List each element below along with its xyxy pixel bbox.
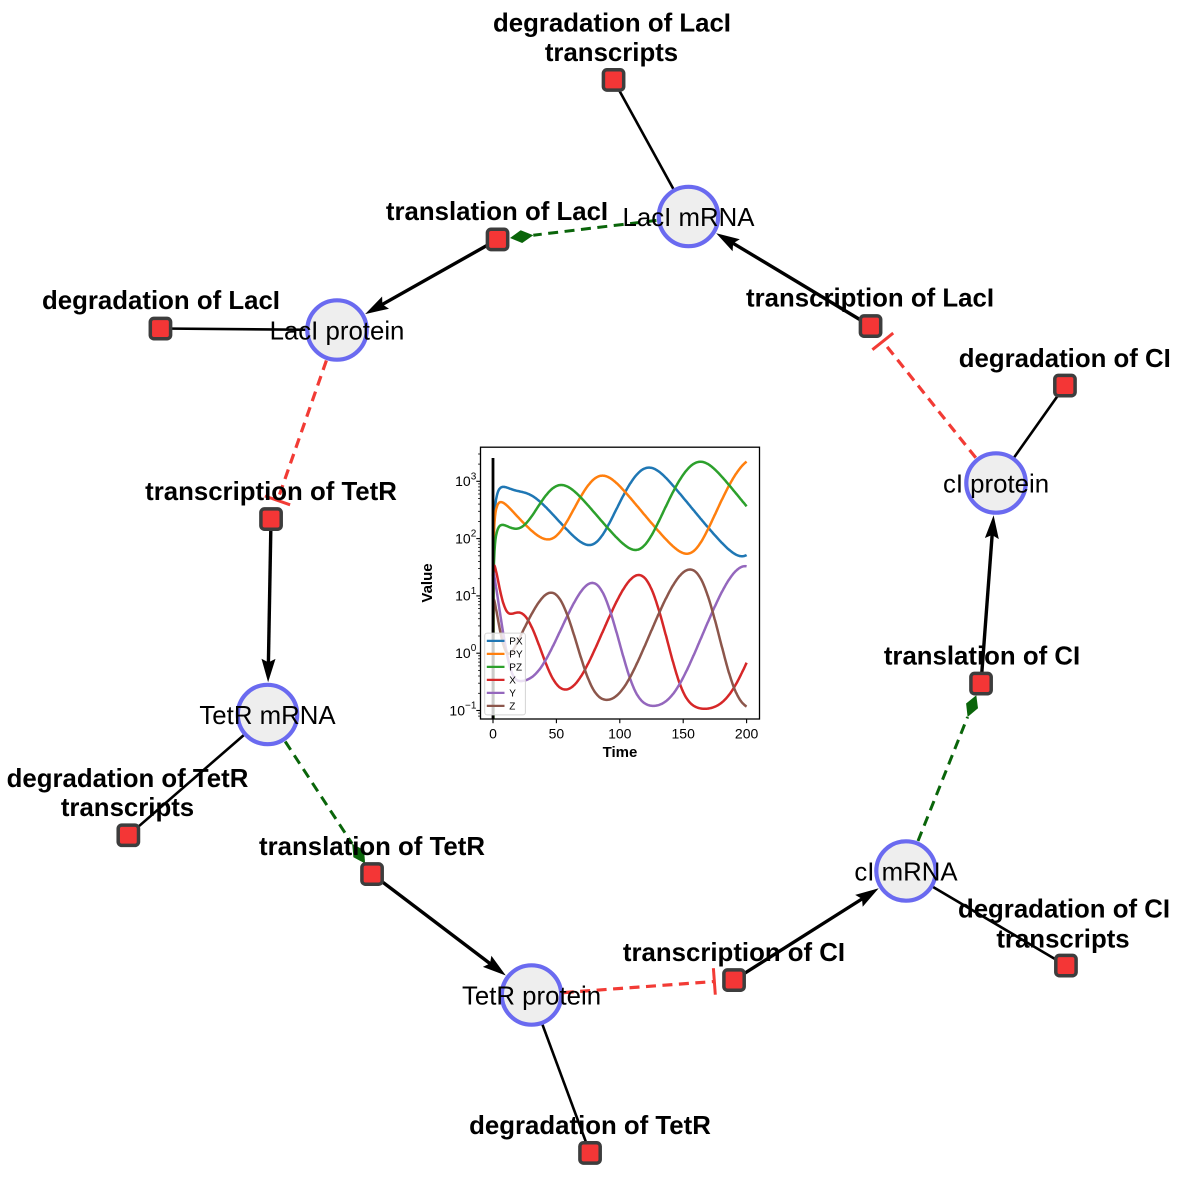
- svg-text:Z: Z: [509, 702, 515, 713]
- svg-text:cI mRNA: cI mRNA: [854, 859, 958, 887]
- svg-text:3: 3: [471, 471, 477, 482]
- svg-text:degradation of CI: degradation of CI: [959, 345, 1171, 373]
- svg-text:PX: PX: [509, 637, 523, 648]
- svg-text:X: X: [509, 676, 516, 687]
- svg-text:degradation of LacI: degradation of LacI: [42, 287, 280, 315]
- svg-text:1: 1: [471, 586, 477, 597]
- svg-text:PZ: PZ: [509, 663, 522, 674]
- svg-text:degradation of TetR: degradation of TetR: [469, 1112, 711, 1140]
- svg-text:transcription of LacI: transcription of LacI: [746, 285, 994, 313]
- svg-text:transcription of CI: transcription of CI: [623, 939, 845, 967]
- svg-text:10: 10: [455, 473, 471, 489]
- svg-text:100: 100: [608, 726, 632, 742]
- svg-text:10: 10: [449, 702, 465, 718]
- svg-text:10: 10: [455, 588, 471, 604]
- svg-text:transcripts: transcripts: [996, 926, 1129, 954]
- svg-text:TetR mRNA: TetR mRNA: [199, 702, 336, 730]
- svg-text:cI protein: cI protein: [943, 471, 1049, 499]
- svg-text:transcripts: transcripts: [61, 794, 194, 822]
- svg-text:Y: Y: [509, 689, 516, 700]
- svg-text:LacI protein: LacI protein: [270, 318, 405, 346]
- svg-text:0: 0: [489, 726, 497, 742]
- svg-text:200: 200: [735, 726, 759, 742]
- svg-text:150: 150: [672, 726, 696, 742]
- svg-text:10: 10: [455, 645, 471, 661]
- svg-text:LacI mRNA: LacI mRNA: [623, 204, 756, 232]
- svg-text:−1: −1: [465, 701, 477, 712]
- svg-text:translation of TetR: translation of TetR: [259, 833, 485, 861]
- svg-text:translation of LacI: translation of LacI: [386, 198, 608, 226]
- svg-text:Time: Time: [603, 744, 638, 761]
- svg-text:transcripts: transcripts: [545, 39, 678, 67]
- svg-text:0: 0: [471, 643, 477, 654]
- svg-text:Value: Value: [419, 563, 436, 602]
- svg-text:degradation of LacI: degradation of LacI: [493, 9, 731, 37]
- svg-text:transcription of TetR: transcription of TetR: [145, 478, 397, 506]
- svg-text:translation of CI: translation of CI: [884, 643, 1080, 671]
- svg-text:2: 2: [471, 529, 477, 540]
- svg-text:10: 10: [455, 530, 471, 546]
- svg-text:TetR protein: TetR protein: [462, 983, 601, 1011]
- svg-text:PY: PY: [509, 650, 523, 661]
- svg-text:50: 50: [549, 726, 565, 742]
- svg-text:degradation of TetR: degradation of TetR: [7, 765, 249, 793]
- svg-text:degradation of CI: degradation of CI: [958, 896, 1170, 924]
